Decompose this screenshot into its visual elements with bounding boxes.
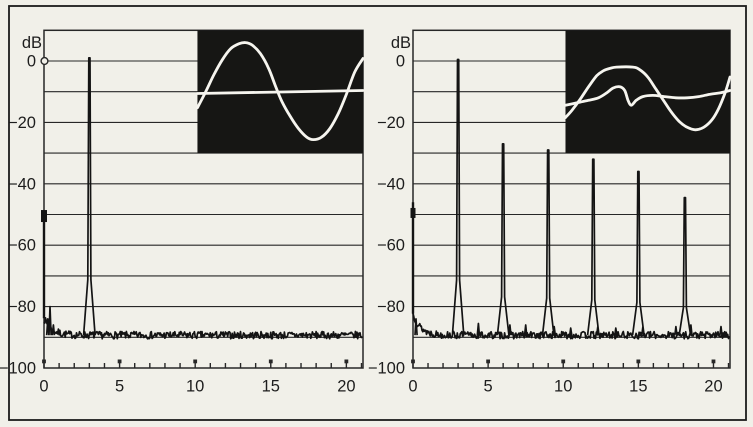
zero-db-marker — [40, 56, 49, 66]
y-axis-unit-label-left: dB — [22, 34, 42, 52]
x-tick-label: 20 — [337, 378, 355, 396]
x-tick-label: 10 — [186, 378, 204, 396]
y-tick-label: 0 — [396, 53, 405, 71]
y-tick-label: −20 — [8, 114, 36, 132]
y-tick-label: −60 — [377, 237, 405, 255]
y-tick-label: −40 — [377, 175, 405, 193]
y-tick-label: 0 — [27, 53, 36, 71]
x-tick-marker — [42, 359, 46, 364]
x-tick-label: 15 — [262, 378, 280, 396]
y-axis-unit-label-right: dB — [391, 34, 411, 52]
x-tick-marker — [117, 359, 122, 364]
figure-border — [8, 5, 747, 421]
left-spectrum-panel: 0 5 10 15 20 0 −20 −40 −60 −80 −100 — [0, 29, 365, 396]
spectrum-trace — [43, 57, 363, 340]
x-tick-label: 15 — [629, 378, 647, 396]
x-tick-marker — [561, 359, 566, 364]
oscilloscope-inset — [565, 30, 730, 154]
right-spectrum-panel: 0 5 10 15 20 0 −20 −40 −60 −80 −100 — [368, 29, 732, 396]
y-tick-label: −100 — [0, 360, 36, 378]
x-tick-marker — [411, 359, 415, 364]
sine-wave-trace — [196, 41, 365, 141]
dc-spike-blob — [41, 210, 47, 223]
x-tick-marker — [486, 359, 491, 364]
y-tick-label: −40 — [8, 175, 36, 193]
x-tick-label: 5 — [484, 378, 493, 396]
y-tick-label: −80 — [8, 298, 36, 316]
clipped-sine-wave-trace — [564, 65, 732, 132]
x-tick-marker — [636, 359, 641, 364]
spectrum-trace — [412, 58, 731, 340]
x-tick-marker — [344, 359, 349, 364]
y-tick-label: −20 — [377, 114, 405, 132]
x-tick-marker — [268, 359, 273, 364]
error-signal-trace — [564, 85, 732, 107]
x-tick-label: 10 — [554, 378, 572, 396]
dc-spike-blob — [410, 207, 416, 218]
x-tick-marker — [193, 359, 198, 364]
y-tick-label: −60 — [8, 237, 36, 255]
x-tick-label: 5 — [115, 378, 124, 396]
error-line-trace — [196, 89, 365, 95]
x-tick-marker — [711, 359, 716, 364]
x-tick-label: 0 — [408, 378, 417, 396]
x-tick-label: 20 — [704, 378, 722, 396]
y-tick-label: −80 — [377, 298, 405, 316]
x-tick-label: 0 — [39, 378, 48, 396]
y-tick-label: −100 — [368, 360, 405, 378]
